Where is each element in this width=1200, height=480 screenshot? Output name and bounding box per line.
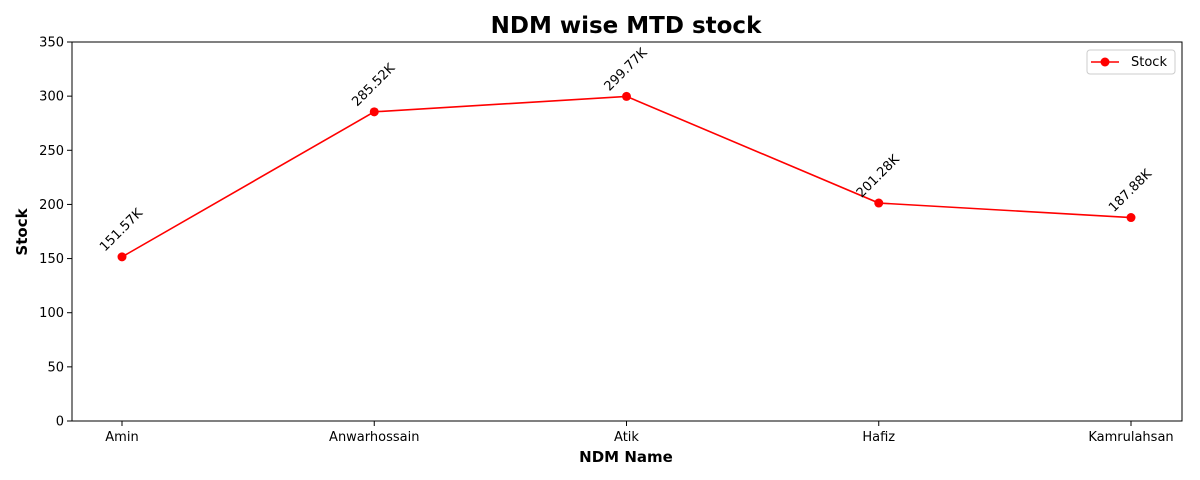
y-tick-label: 100 (39, 306, 64, 321)
x-axis-label: NDM Name (579, 448, 673, 466)
y-axis-ticks: 0 50 100 150 200 250 300 350 (39, 36, 72, 430)
data-label: 299.77K (602, 45, 651, 94)
y-tick-label: 200 (39, 198, 64, 213)
data-point (1126, 213, 1136, 223)
plot-frame (71, 41, 1183, 422)
x-tick-label: Kamrulahsan (1088, 430, 1173, 445)
data-point (117, 252, 127, 262)
data-label: 201.28K (854, 152, 903, 201)
x-tick-label: Hafiz (862, 430, 895, 445)
legend: Stock (1086, 49, 1176, 75)
y-tick-label: 350 (39, 36, 64, 51)
chart-title: NDM wise MTD stock (491, 13, 762, 39)
y-axis-label: Stock (13, 207, 31, 255)
data-point (622, 91, 631, 101)
legend-box (1086, 49, 1176, 75)
y-tick-label: 250 (39, 144, 64, 159)
x-axis-ticks: Amin Anwarhossain Atik Hafiz Kamrulahsan (105, 421, 1174, 445)
legend-label: Stock (1131, 55, 1167, 70)
data-point (369, 107, 379, 117)
series-line (121, 95, 1132, 258)
y-tick-label: 150 (39, 252, 64, 267)
data-label: 187.88K (1106, 166, 1155, 215)
x-tick-label: Anwarhossain (329, 430, 419, 445)
data-label: 285.52K (349, 61, 398, 110)
data-point (874, 198, 884, 208)
y-tick-label: 0 (56, 415, 64, 430)
legend-marker (1100, 57, 1110, 67)
x-tick-label: Atik (614, 430, 639, 445)
y-tick-label: 300 (39, 90, 64, 105)
x-tick-label: Amin (105, 430, 138, 445)
y-tick-label: 50 (47, 360, 64, 375)
series-layer (117, 91, 1136, 262)
